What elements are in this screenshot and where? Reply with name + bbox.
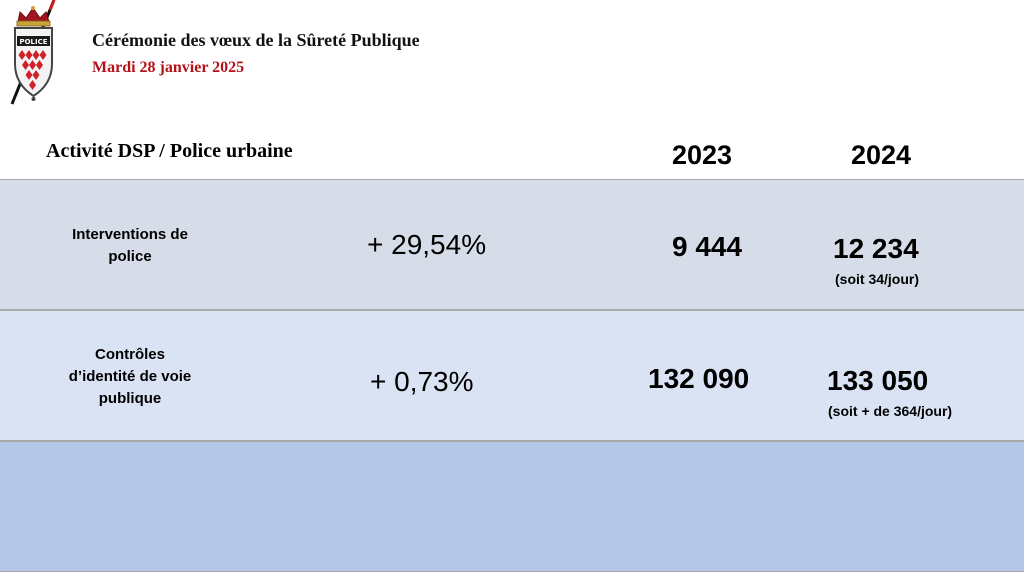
row-label-line: police [108, 248, 152, 265]
value-2024: 133 050 [827, 365, 929, 396]
value-2023: 132 090 [648, 363, 750, 394]
value-2024-note: (soit 34/jour) [835, 271, 920, 287]
police-shield-icon: POLICE [10, 0, 56, 105]
value-2023: 9 444 [672, 231, 743, 262]
row-label-line: d’identité de voie [68, 368, 192, 385]
header-title: Cérémonie des vœux de la Sûreté Publique [92, 30, 420, 50]
year-header-2023: 2023 [672, 140, 733, 170]
change-percent: + 29,54% [367, 229, 487, 260]
row-label-line: publique [98, 390, 162, 407]
year-header-2024: 2024 [851, 140, 912, 170]
logo-lettering: POLICE [19, 38, 47, 46]
value-2024: 12 234 [833, 233, 919, 264]
police-logo: POLICE [4, 0, 64, 108]
table-row-empty [0, 441, 1024, 572]
header-date: Mardi 28 janvier 2025 [92, 59, 245, 76]
row-label-line: Contrôles [94, 346, 165, 363]
table-row: Contrôles d’identité de voie publique + … [0, 310, 1024, 441]
table-heading: Activité DSP / Police urbaine [46, 140, 293, 162]
table-row: Interventions de police + 29,54% 9 444 1… [0, 179, 1024, 310]
row-label-line: Interventions de [72, 226, 188, 243]
row-label: Interventions de police [40, 224, 220, 268]
change-percent: + 0,73% [370, 366, 474, 397]
row-label: Contrôles d’identité de voie publique [40, 344, 220, 410]
value-2024-note: (soit + de 364/jour) [828, 403, 953, 419]
